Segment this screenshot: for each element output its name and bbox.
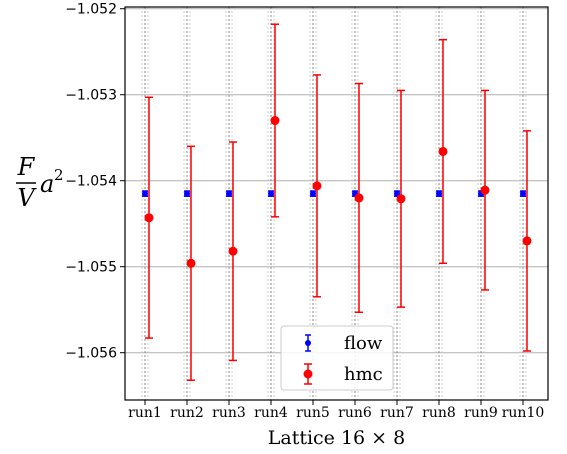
data-point-hmc <box>228 246 238 256</box>
y-tick-label: −1.052 <box>65 2 117 18</box>
data-point-hmc <box>186 258 196 268</box>
x-tick-label: run6 <box>338 405 372 421</box>
legend-hmc-marker <box>303 363 313 385</box>
y-axis-ticks: −1.056 −1.055 −1.054 −1.053 −1.052 <box>65 2 125 362</box>
y-tick-label: −1.053 <box>65 88 117 104</box>
data-point-hmc <box>270 116 280 126</box>
legend-hmc-label: hmc <box>344 364 383 385</box>
x-tick-label: run5 <box>296 405 330 421</box>
x-tick-label: run10 <box>502 405 545 421</box>
legend-flow-marker <box>305 334 311 352</box>
data-point-flow <box>268 190 274 197</box>
data-point-hmc <box>396 194 406 204</box>
data-point-flow <box>520 190 526 197</box>
data-point-flow <box>310 190 316 197</box>
grid <box>125 8 548 354</box>
y-tick-label: −1.056 <box>65 346 117 362</box>
data-point-flow <box>436 190 442 197</box>
x-tick-label: run4 <box>254 405 288 421</box>
x-tick-label: run9 <box>464 405 498 421</box>
data-point-hmc <box>144 213 154 223</box>
x-tick-label: run8 <box>422 405 456 421</box>
x-tick-label: run7 <box>380 405 414 421</box>
plot-frame <box>124 6 549 401</box>
data-point-hmc <box>480 185 490 195</box>
y-label-numerator: F <box>17 153 36 181</box>
x-tick-label: run2 <box>170 405 204 421</box>
legend-flow-label: flow <box>344 333 383 354</box>
legend: flow hmc <box>280 325 394 391</box>
x-tick-label: run1 <box>128 405 162 421</box>
y-axis-label: F V a 2 <box>16 153 64 212</box>
y-tick-label: −1.054 <box>65 174 117 190</box>
data-point-flow <box>226 190 232 197</box>
data-point-flow <box>142 190 148 197</box>
series-hmc <box>144 23 532 381</box>
category-guide-lines <box>141 7 527 400</box>
data-point-hmc <box>354 193 364 203</box>
series-flow <box>142 190 526 197</box>
data-point-hmc <box>312 181 322 191</box>
y-tick-label: −1.055 <box>65 260 117 276</box>
x-tick-label: run3 <box>212 405 246 421</box>
y-label-denominator: V <box>17 184 37 212</box>
x-axis-ticks: run1 run2 run3 run4 run5 run6 run7 run8 run9 run1… <box>128 400 544 421</box>
x-axis-label: Lattice 16 × 8 <box>268 427 405 449</box>
data-point-flow <box>184 190 190 197</box>
data-point-hmc <box>438 146 448 156</box>
y-label-exponent: 2 <box>54 166 64 184</box>
y-label-variable: a <box>40 170 54 198</box>
data-point-hmc <box>522 236 532 246</box>
legend-flow-dot <box>305 340 311 346</box>
legend-hmc-dot <box>303 369 313 379</box>
